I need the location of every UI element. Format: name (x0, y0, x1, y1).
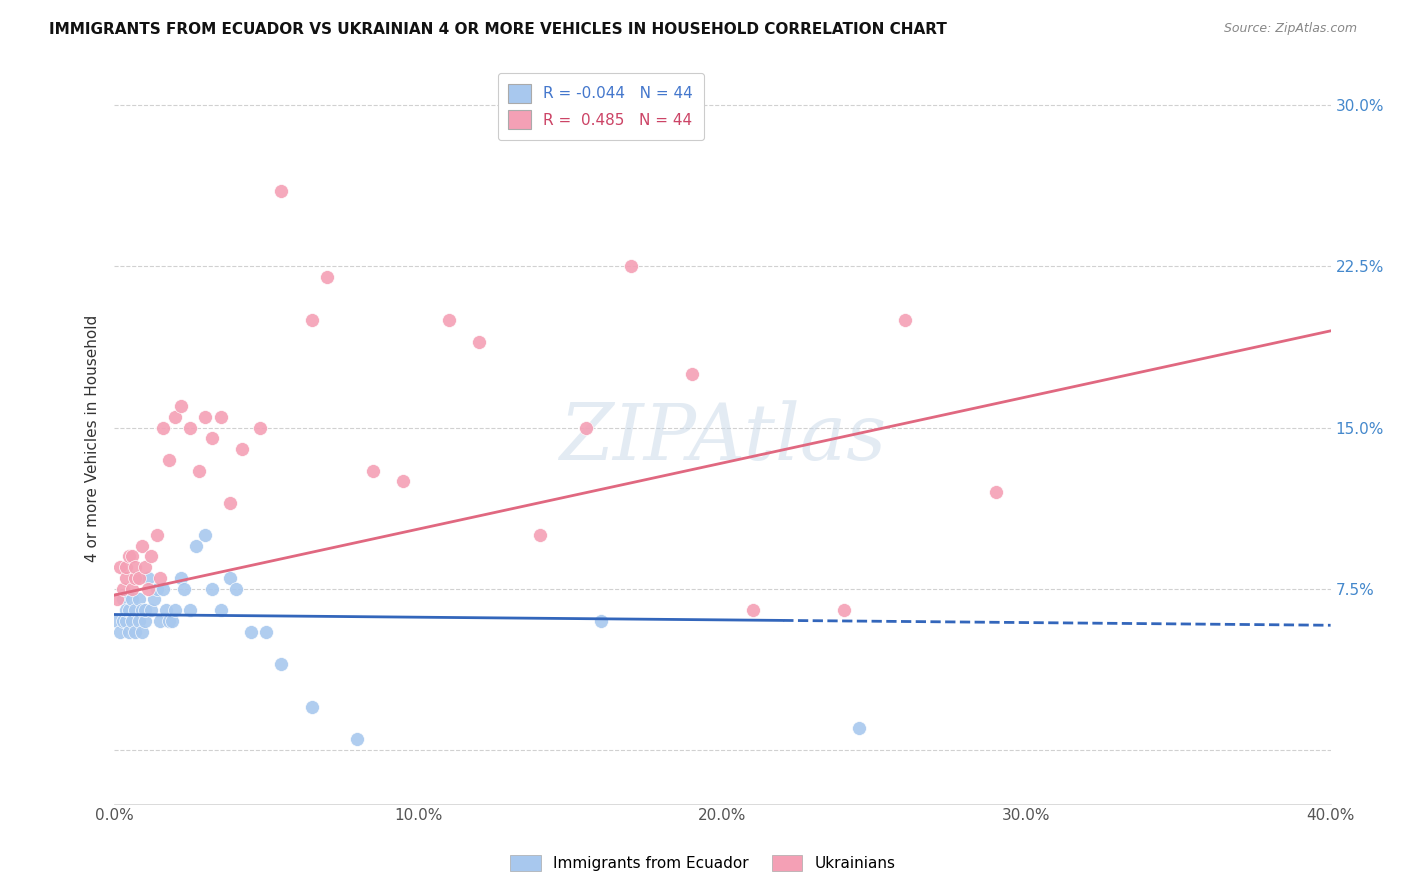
Point (139, 549, 162, 564)
Point (163, 603, 186, 617)
Point (218, 496, 240, 510)
Point (209, 409, 232, 424)
Point (115, 560, 138, 574)
Point (145, 582, 167, 596)
Point (105, 614, 128, 628)
Point (194, 528, 217, 542)
Point (134, 603, 156, 617)
Point (209, 603, 232, 617)
Point (128, 571, 150, 585)
Point (240, 624, 263, 639)
Point (316, 270, 339, 285)
Point (121, 592, 143, 607)
Point (115, 614, 138, 628)
Point (124, 571, 146, 585)
Point (832, 603, 855, 617)
Legend: R = -0.044   N = 44, R =  0.485   N = 44: R = -0.044 N = 44, R = 0.485 N = 44 (498, 73, 704, 140)
Point (194, 409, 217, 424)
Point (118, 624, 141, 639)
Point (468, 334, 491, 349)
Text: Source: ZipAtlas.com: Source: ZipAtlas.com (1223, 22, 1357, 36)
Point (152, 582, 174, 596)
Point (170, 571, 193, 585)
Point (112, 582, 135, 596)
Point (848, 722, 870, 736)
Y-axis label: 4 or more Vehicles in Household: 4 or more Vehicles in Household (86, 315, 100, 562)
Point (186, 539, 208, 553)
Point (105, 592, 128, 607)
Point (145, 528, 167, 542)
Point (200, 582, 222, 596)
Point (121, 614, 143, 628)
Point (115, 571, 138, 585)
Point (894, 313, 917, 327)
Point (589, 614, 612, 628)
Text: IMMIGRANTS FROM ECUADOR VS UKRAINIAN 4 OR MORE VEHICLES IN HOUSEHOLD CORRELATION: IMMIGRANTS FROM ECUADOR VS UKRAINIAN 4 O… (49, 22, 948, 37)
Point (139, 603, 162, 617)
Point (124, 603, 146, 617)
Point (179, 603, 201, 617)
Point (134, 560, 156, 574)
Point (163, 409, 186, 424)
Point (188, 464, 211, 478)
Point (112, 614, 135, 628)
Text: ZIPAtlas: ZIPAtlas (558, 401, 886, 476)
Point (121, 582, 143, 596)
Point (134, 614, 156, 628)
Point (218, 571, 240, 585)
Point (136, 582, 159, 596)
Point (152, 420, 174, 434)
Point (124, 560, 146, 574)
Point (142, 592, 165, 607)
Point (131, 539, 153, 553)
Point (115, 603, 138, 617)
Point (118, 549, 141, 564)
Point (574, 420, 596, 434)
Point (254, 624, 277, 639)
Point (170, 399, 193, 413)
Point (984, 485, 1007, 500)
Point (131, 624, 153, 639)
Point (160, 614, 183, 628)
Point (128, 592, 150, 607)
Point (112, 592, 135, 607)
Point (173, 582, 195, 596)
Point (231, 442, 253, 456)
Point (121, 549, 143, 564)
Point (200, 431, 222, 445)
Point (157, 614, 180, 628)
Point (270, 184, 292, 198)
Point (437, 313, 460, 327)
Point (301, 313, 323, 327)
Point (155, 603, 177, 617)
Point (179, 420, 201, 434)
Point (110, 560, 132, 574)
Point (118, 603, 141, 617)
Point (270, 657, 292, 671)
Point (157, 452, 180, 467)
Legend: Immigrants from Ecuador, Ukrainians: Immigrants from Ecuador, Ukrainians (505, 849, 901, 877)
Point (124, 624, 146, 639)
Point (149, 614, 172, 628)
Point (681, 367, 703, 381)
Point (128, 614, 150, 628)
Point (361, 464, 384, 478)
Point (131, 603, 153, 617)
Point (136, 571, 159, 585)
Point (249, 420, 271, 434)
Point (741, 603, 763, 617)
Point (392, 475, 415, 489)
Point (110, 624, 132, 639)
Point (149, 571, 172, 585)
Point (620, 260, 643, 274)
Point (529, 528, 551, 542)
Point (225, 582, 247, 596)
Point (346, 732, 368, 747)
Point (301, 700, 323, 714)
